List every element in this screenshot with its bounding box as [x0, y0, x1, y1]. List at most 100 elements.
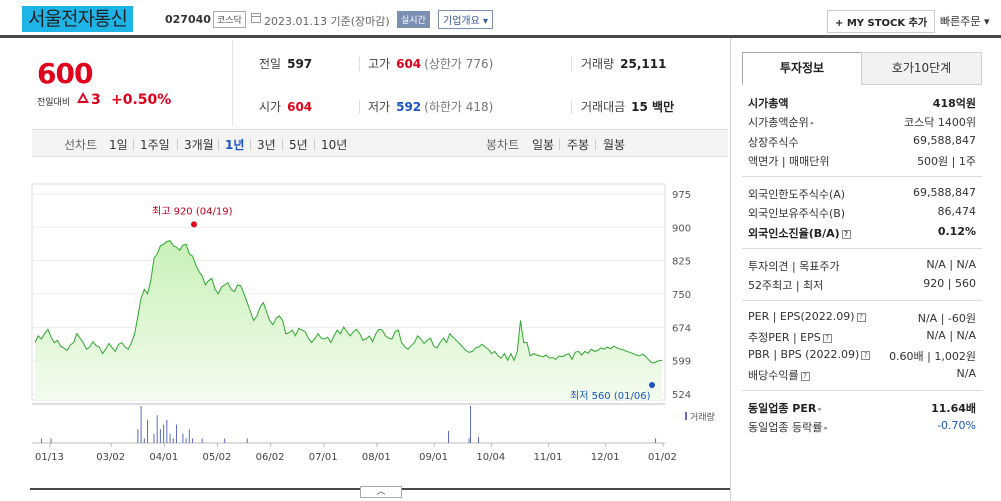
volume-bar [156, 415, 158, 443]
volume-bar [140, 406, 142, 443]
tab-investment-info[interactable]: 투자정보 [742, 52, 862, 85]
low-annotation: 최저 560 (01/06) [570, 390, 651, 402]
market-badge: 코스닥 [213, 11, 246, 28]
volume-bar [192, 438, 194, 443]
chart-toolbar: 선차트 1일 1주일 3개월 1년 3년 5년 10년 봉차트 일봉 주봉 월봉 [32, 129, 728, 157]
row-foreign-ratio: 외국인소진율(B/A)? 0.12% [748, 225, 976, 240]
volume-bar [172, 438, 174, 443]
x-tick-label: 12/01 [591, 452, 620, 463]
volume-bar [468, 438, 470, 443]
price-diff: 3 [91, 92, 101, 108]
volume-bar [224, 438, 226, 443]
price-stats: 전일 597 고가 604 (상한가 776) 거래량 25,111 시가 604 저가 5… [232, 40, 728, 126]
row-foreign-hold: 외국인보유주식수(B) 86,474 [748, 205, 976, 220]
x-tick-label: 11/01 [534, 452, 563, 463]
volume-bar [201, 438, 203, 443]
price-diff-percent: +0.50% [111, 92, 172, 108]
y-tick-label: 975 [672, 190, 691, 201]
volume-legend-label: 거래량 [690, 411, 715, 423]
y-tick-label: 524 [672, 390, 691, 401]
period-1d[interactable]: 1일 [109, 138, 128, 152]
line-chart-label: 선차트 [64, 138, 98, 152]
volume-bar [185, 438, 187, 443]
volume-bar [163, 424, 165, 443]
price-chart-svg: 975 900 825 750 674 599 524 01/13 03/02 04/01 05/0… [31, 183, 715, 463]
volume-bar [188, 429, 190, 443]
row-foreign-limit: 외국인한도주식수(A) 69,588,847 [748, 186, 976, 201]
row-est-per: 추정PER | EPS? N/A | N/A [748, 329, 976, 344]
y-tick-label: 750 [672, 290, 691, 301]
x-tick-label: 05/02 [203, 452, 232, 463]
info-tabs: 투자정보 호가10단계 [742, 52, 982, 85]
price-area [35, 240, 662, 400]
volume-bar [159, 429, 161, 443]
volume-bar [470, 406, 471, 443]
help-icon[interactable]: ? [800, 372, 810, 381]
volume-bar [50, 438, 52, 443]
period-5y[interactable]: 5년 [289, 138, 308, 152]
current-price: 600 [37, 57, 93, 90]
volume-bar [40, 438, 42, 443]
volume-bar [143, 438, 145, 443]
volume-bar [153, 433, 155, 443]
candle-weekly[interactable]: 주봉 [567, 138, 590, 152]
stat-high: 고가 604 (상한가 776) [368, 57, 494, 71]
y-tick-label: 825 [672, 257, 691, 268]
company-overview-button[interactable]: 기업개요 ▾ [438, 10, 493, 29]
stat-volume: 거래량 25,111 [581, 57, 667, 71]
row-shares: 상장주식수 69,588,847 [748, 134, 976, 149]
period-1w[interactable]: 1주일 [140, 138, 170, 152]
arrow-right-icon: ▸ [818, 405, 822, 413]
price-line [34, 240, 663, 364]
row-industry-rate[interactable]: 동일업종 등락률 ▸ -0.70% [748, 419, 976, 434]
low-marker [649, 382, 655, 389]
stat-amount: 거래대금 15 백만 [581, 100, 675, 114]
add-my-stock-button[interactable]: + MY STOCK 추가 [827, 10, 936, 33]
stock-code: 027040 [165, 13, 211, 26]
candle-daily[interactable]: 일봉 [532, 138, 555, 152]
arrow-right-icon: ▸ [824, 424, 828, 432]
high-marker [191, 221, 197, 228]
volume-bar [182, 433, 184, 443]
volume-bar [169, 433, 171, 443]
period-10y[interactable]: 10년 [321, 138, 348, 152]
stat-prev-close: 전일 597 [259, 57, 313, 71]
row-opinion: 투자의견 | 목표주가 N/A | N/A [748, 258, 976, 273]
quick-order-button[interactable]: 빠른주문 ▾ [940, 15, 990, 28]
period-3y[interactable]: 3년 [257, 138, 276, 152]
row-market-cap: 시가총액 418억원 [748, 97, 976, 110]
row-par: 액면가 | 매매단위 500원 | 1주 [748, 155, 976, 168]
row-52week: 52주최고 | 최저 920 | 560 [748, 277, 976, 292]
arrow-right-icon: ▸ [810, 119, 815, 127]
x-tick-label: 04/01 [149, 452, 178, 463]
help-icon[interactable]: ? [856, 313, 866, 322]
volume-bar [137, 429, 139, 443]
period-3m[interactable]: 3개월 [184, 138, 214, 152]
investment-info-panel: 투자정보 호가10단계 시가총액 418억원 시가총액순위 ▸ 코스닥 1400위… [730, 38, 1001, 501]
x-tick-label: 10/04 [476, 452, 505, 463]
tab-order-book[interactable]: 호가10단계 [861, 52, 982, 85]
row-industry-per[interactable]: 동일업종 PER ▸ 11.64배 [748, 402, 976, 415]
y-tick-label: 599 [672, 357, 691, 368]
candle-monthly[interactable]: 월봉 [603, 138, 626, 152]
help-icon[interactable]: ? [861, 351, 871, 360]
row-market-cap-rank[interactable]: 시가총액순위 ▸ 코스닥 1400위 [748, 116, 976, 129]
volume-bar [175, 424, 177, 443]
help-icon[interactable]: ? [841, 230, 851, 239]
y-tick-label: 674 [672, 323, 691, 334]
x-tick-label: 01/13 [35, 452, 64, 463]
volume-bar [655, 438, 657, 443]
row-per: PER | EPS(2022.09)? N/A | -60원 [748, 310, 976, 325]
volume-legend-icon [685, 412, 687, 420]
x-tick-label: 01/02 [648, 452, 677, 463]
collapse-chart-button[interactable]: ︿ [360, 486, 402, 498]
period-1y[interactable]: 1년 [225, 138, 245, 152]
price-chart[interactable]: 975 900 825 750 674 599 524 01/13 03/02 04/01 05/0… [0, 160, 730, 463]
help-icon[interactable]: ? [822, 334, 832, 343]
volume-bar [478, 437, 479, 443]
x-tick-label: 08/01 [362, 452, 391, 463]
stock-header: 서울전자통신 027040 코스닥 2023.01.13 기준(장마감) 실시간… [0, 0, 1001, 38]
live-badge[interactable]: 실시간 [397, 11, 430, 28]
x-tick-label: 06/02 [256, 452, 285, 463]
volume-bar [147, 419, 149, 443]
